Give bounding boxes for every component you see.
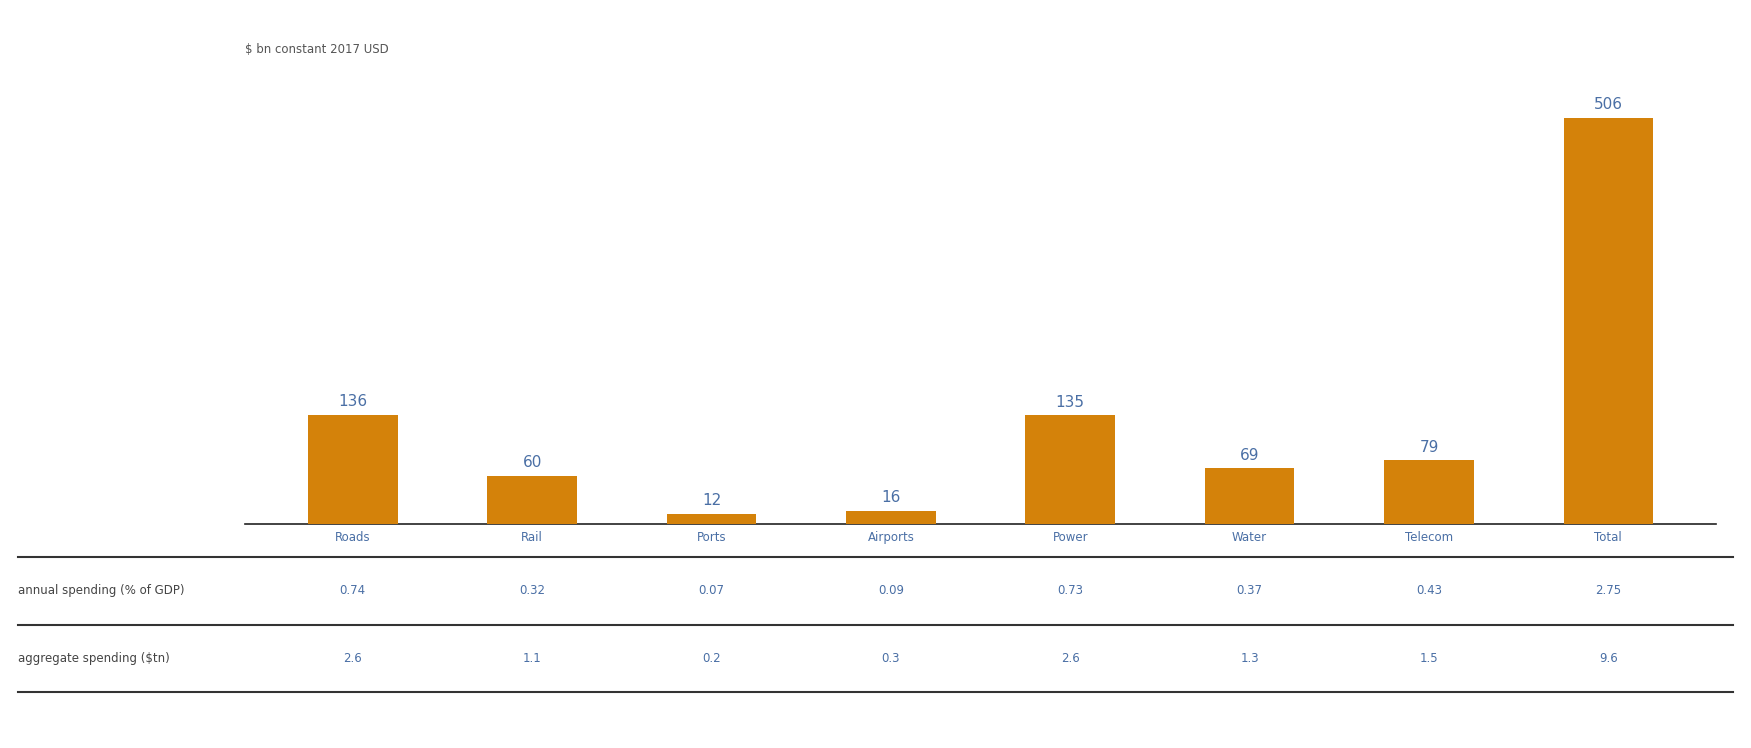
Text: 0.43: 0.43 (1417, 584, 1443, 598)
Bar (1205, 468, 1294, 524)
Text: 2.6: 2.6 (1061, 652, 1080, 665)
Text: 2.6: 2.6 (343, 652, 362, 665)
Text: 0.37: 0.37 (1236, 584, 1262, 598)
Text: 506: 506 (1593, 97, 1623, 112)
Text: 60: 60 (522, 455, 541, 470)
Text: 9.6: 9.6 (1599, 652, 1618, 665)
Text: 135: 135 (1056, 395, 1086, 410)
Bar (846, 511, 935, 524)
Text: 2.75: 2.75 (1595, 584, 1621, 598)
Text: 0.09: 0.09 (877, 584, 904, 598)
Text: 0.73: 0.73 (1058, 584, 1084, 598)
Text: 12: 12 (702, 494, 721, 509)
Text: 1.1: 1.1 (524, 652, 541, 665)
Bar (487, 476, 578, 524)
Text: $ bn constant 2017 USD: $ bn constant 2017 USD (245, 43, 389, 56)
Bar (1564, 118, 1653, 524)
Text: 79: 79 (1420, 440, 1439, 455)
Text: 136: 136 (338, 394, 368, 409)
Text: 1.3: 1.3 (1240, 652, 1259, 665)
Bar (1383, 460, 1474, 524)
Text: 0.74: 0.74 (340, 584, 366, 598)
Bar (308, 414, 397, 524)
Text: 69: 69 (1240, 448, 1259, 463)
Text: 0.2: 0.2 (702, 652, 721, 665)
Text: 0.3: 0.3 (881, 652, 900, 665)
Bar (667, 514, 756, 524)
Text: aggregate spending ($tn): aggregate spending ($tn) (18, 652, 170, 665)
Text: 16: 16 (881, 490, 900, 505)
Text: 0.32: 0.32 (518, 584, 545, 598)
Text: 0.07: 0.07 (699, 584, 725, 598)
Bar (1026, 415, 1115, 524)
Text: 1.5: 1.5 (1420, 652, 1438, 665)
Text: annual spending (% of GDP): annual spending (% of GDP) (18, 584, 184, 598)
